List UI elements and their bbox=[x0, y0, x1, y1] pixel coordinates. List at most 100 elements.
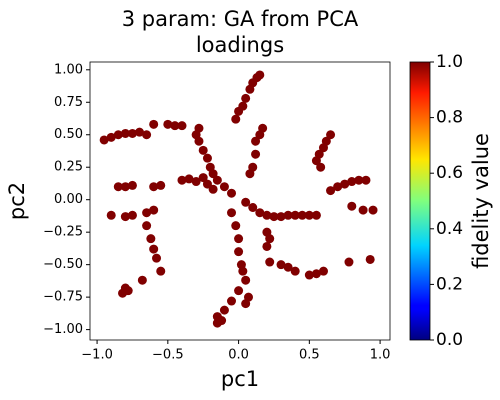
point bbox=[120, 212, 130, 222]
point bbox=[276, 260, 286, 270]
point bbox=[297, 210, 307, 220]
point bbox=[251, 149, 261, 159]
colorbar-tick-label: 0.2 bbox=[436, 274, 463, 294]
point bbox=[152, 253, 162, 263]
point bbox=[290, 266, 300, 276]
point bbox=[208, 184, 218, 194]
point bbox=[184, 174, 194, 184]
point bbox=[238, 266, 248, 276]
point bbox=[142, 221, 152, 231]
point bbox=[198, 145, 208, 155]
colorbar-tick-label: 0.6 bbox=[436, 163, 463, 183]
point bbox=[316, 162, 326, 172]
colorbar-tick-label: 1.0 bbox=[436, 52, 463, 72]
point bbox=[365, 254, 375, 264]
point bbox=[326, 130, 336, 140]
y-tick-label: 0.00 bbox=[54, 192, 83, 207]
y-tick-label: −0.75 bbox=[43, 290, 83, 305]
colorbar-frame bbox=[409, 61, 431, 341]
point bbox=[361, 175, 371, 185]
point bbox=[311, 210, 321, 220]
point bbox=[234, 286, 244, 296]
chart-title: loadings bbox=[196, 33, 284, 57]
point bbox=[163, 119, 173, 129]
point bbox=[290, 210, 300, 220]
point bbox=[258, 123, 268, 133]
point bbox=[202, 153, 212, 163]
point bbox=[113, 182, 123, 192]
colorbar bbox=[410, 62, 430, 340]
point bbox=[127, 210, 137, 220]
point bbox=[238, 101, 248, 111]
colorbar-tick-label: 0.8 bbox=[436, 108, 463, 128]
point bbox=[234, 234, 244, 244]
y-tick-label: −0.50 bbox=[43, 257, 83, 272]
point bbox=[241, 93, 251, 103]
y-tick-label: 0.50 bbox=[54, 127, 83, 142]
point bbox=[241, 299, 251, 309]
point bbox=[344, 257, 354, 267]
point bbox=[241, 197, 251, 207]
point bbox=[269, 212, 279, 222]
point bbox=[283, 210, 293, 220]
plot-frame bbox=[89, 61, 391, 341]
point bbox=[106, 210, 116, 220]
point bbox=[262, 241, 272, 251]
point bbox=[198, 173, 208, 183]
point bbox=[318, 266, 328, 276]
point bbox=[120, 128, 130, 138]
point bbox=[368, 205, 378, 215]
colorbar-tick-label: 0.0 bbox=[436, 330, 463, 350]
point bbox=[202, 179, 212, 189]
point bbox=[347, 201, 357, 211]
point bbox=[142, 130, 152, 140]
point bbox=[231, 221, 241, 231]
point bbox=[99, 135, 109, 145]
y-tick-label: 0.75 bbox=[54, 95, 83, 110]
point bbox=[227, 296, 237, 306]
point bbox=[106, 132, 116, 142]
x-tick-label: −0.5 bbox=[152, 348, 184, 363]
point bbox=[262, 210, 272, 220]
point bbox=[234, 247, 244, 257]
point bbox=[170, 121, 180, 131]
point bbox=[219, 305, 229, 315]
point bbox=[177, 175, 187, 185]
x-tick-label: 0.0 bbox=[228, 348, 249, 363]
point bbox=[241, 275, 251, 285]
point bbox=[149, 119, 159, 129]
point bbox=[149, 182, 159, 192]
point bbox=[321, 136, 331, 146]
y-tick-label: −1.00 bbox=[43, 322, 83, 337]
point bbox=[217, 316, 227, 326]
point bbox=[231, 114, 241, 124]
point bbox=[156, 180, 166, 190]
point bbox=[276, 212, 286, 222]
point bbox=[227, 188, 237, 198]
point bbox=[120, 182, 130, 192]
point bbox=[156, 266, 166, 276]
point bbox=[194, 123, 204, 133]
point bbox=[283, 262, 293, 272]
point bbox=[227, 208, 237, 218]
point bbox=[245, 169, 255, 179]
point bbox=[333, 182, 343, 192]
point bbox=[265, 234, 275, 244]
point bbox=[354, 175, 364, 185]
point bbox=[265, 257, 275, 267]
point bbox=[255, 70, 265, 80]
point bbox=[149, 205, 159, 215]
point bbox=[255, 208, 265, 218]
point bbox=[127, 128, 137, 138]
x-tick-label: 1.0 bbox=[370, 348, 391, 363]
point bbox=[135, 127, 145, 137]
point bbox=[113, 130, 123, 140]
point bbox=[212, 175, 222, 185]
point bbox=[314, 149, 324, 159]
point bbox=[191, 177, 201, 187]
point bbox=[149, 244, 159, 254]
point bbox=[311, 269, 321, 279]
x-axis-label: pc1 bbox=[221, 367, 259, 391]
point bbox=[251, 136, 261, 146]
